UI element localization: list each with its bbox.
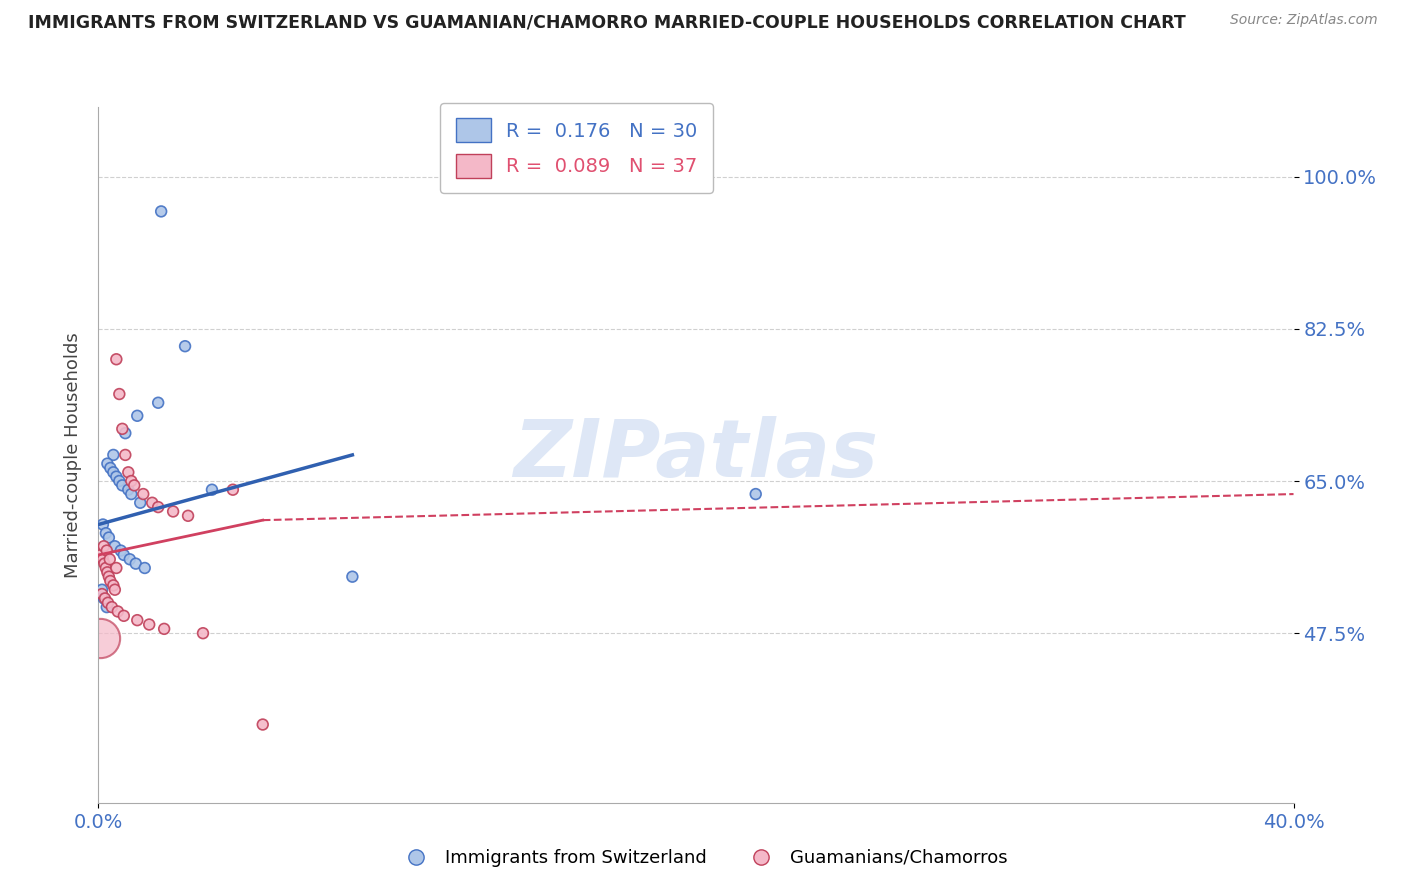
Point [105,561,128,575]
Point [110,543,132,558]
Point [91,552,114,566]
Point [134,561,156,575]
Point [191,626,214,640]
Point [104,582,127,597]
Point [111,478,134,492]
Point [105,352,128,367]
Point [96,457,118,471]
Point [132,487,155,501]
Point [150,204,173,219]
Y-axis label: Married-couple Households: Married-couple Households [63,332,82,578]
Legend: R =  0.176   N = 30, R =  0.089   N = 37: R = 0.176 N = 30, R = 0.089 N = 37 [440,103,713,193]
Point [97,531,120,545]
Text: IMMIGRANTS FROM SWITZERLAND VS GUAMANIAN/CHAMORRO MARRIED-COUPLE HOUSEHOLDS CORR: IMMIGRANTS FROM SWITZERLAND VS GUAMANIAN… [28,13,1185,31]
Point [112,548,135,562]
Point [108,474,131,488]
Point [103,448,125,462]
Point [101,600,124,615]
Point [98,461,122,475]
Point [177,508,200,523]
Point [117,466,139,480]
Point [222,483,245,497]
Point [127,613,149,627]
Point [120,474,142,488]
Point [342,570,364,584]
Point [141,496,163,510]
Point [125,557,148,571]
Point [111,422,134,436]
Point [91,517,114,532]
Point [103,466,125,480]
Point [108,387,131,401]
Point [90,548,112,562]
Point [118,552,141,566]
Point [105,469,128,483]
Point [103,578,125,592]
Point [148,395,170,409]
Point [114,448,136,462]
Point [96,566,118,580]
Point [129,496,152,510]
Point [174,339,197,353]
Point [117,483,139,497]
Point [148,500,170,514]
Point [104,539,127,553]
Point [112,608,135,623]
Point [153,622,176,636]
Point [114,426,136,441]
Point [98,552,121,566]
Point [93,557,115,571]
Point [91,582,114,597]
Legend: Immigrants from Switzerland, Guamanians/Chamorros: Immigrants from Switzerland, Guamanians/… [391,842,1015,874]
Point [98,574,122,588]
Point [252,717,274,731]
Point [120,487,142,501]
Point [89,631,111,645]
Point [94,561,117,575]
Text: ZIPatlas: ZIPatlas [513,416,879,494]
Point [91,587,114,601]
Point [94,591,117,606]
Point [162,504,184,518]
Point [127,409,149,423]
Point [745,487,768,501]
Point [138,617,160,632]
Point [124,478,146,492]
Point [96,543,118,558]
Point [201,483,224,497]
Point [94,526,117,541]
Point [96,600,118,615]
Point [107,605,129,619]
Point [97,596,120,610]
Text: Source: ZipAtlas.com: Source: ZipAtlas.com [1230,13,1378,28]
Point [93,591,115,606]
Point [93,539,115,553]
Point [97,570,120,584]
